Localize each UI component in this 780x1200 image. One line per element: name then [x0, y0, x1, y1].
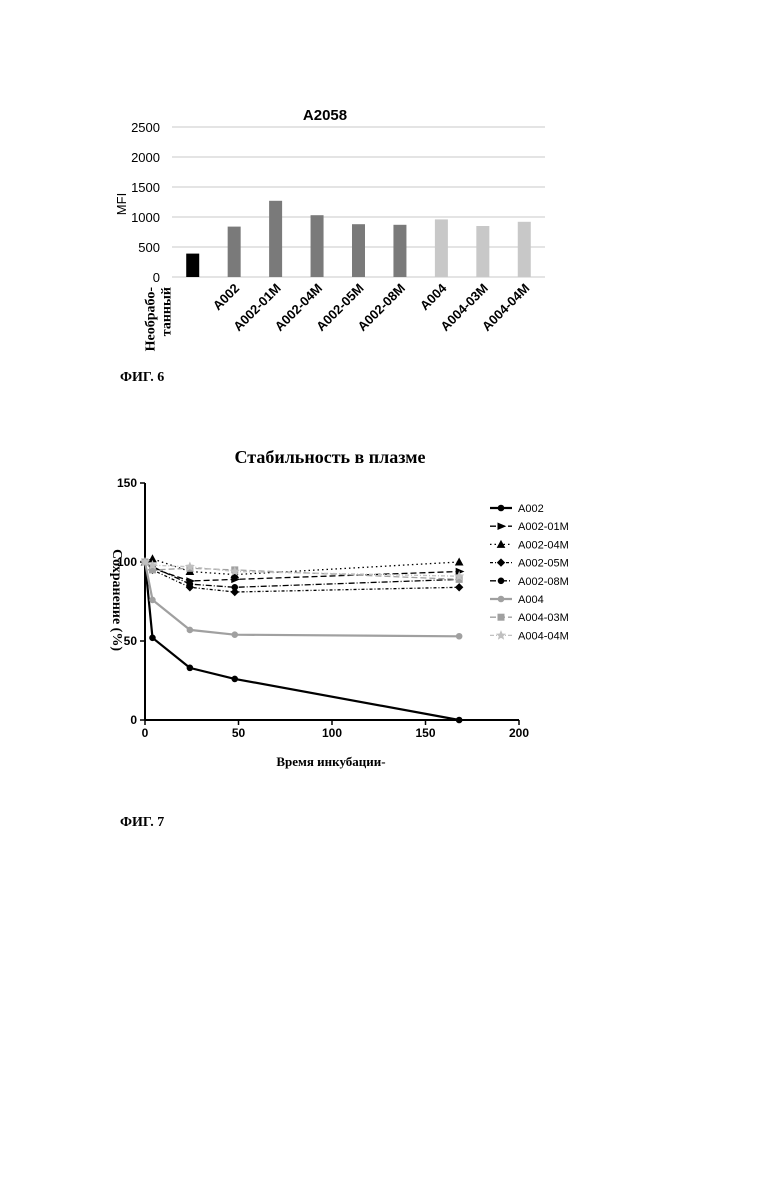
legend-label: A002-08M: [518, 576, 569, 588]
legend-marker: [498, 578, 504, 584]
line-chart-axes: 0 50 100 150 0 50 100 150 200: [117, 476, 529, 740]
x-tick-label: 50: [232, 726, 246, 740]
data-point-marker: [150, 597, 156, 603]
x-tick-label: 200: [509, 726, 529, 740]
x-tick-label: A004: [417, 280, 450, 313]
data-point-marker: [456, 633, 462, 639]
data-point-marker: [456, 584, 463, 591]
bar: [186, 254, 199, 277]
legend-label: A004-03M: [518, 612, 569, 624]
bar-chart-a2058: A2058 MFI 0 500 1000 1500 2000 2500 Необрабо-…: [0, 0, 780, 400]
x-tick-label: 0: [142, 726, 149, 740]
y-tick-label: 500: [138, 240, 160, 255]
bar-chart-x-tick-labels: Необрабо-танныйA002A002-01MA002-04MA002-…: [144, 280, 533, 351]
data-point-marker: [456, 717, 462, 723]
legend-label: A004: [518, 594, 544, 606]
bar: [228, 227, 241, 277]
legend-marker: [498, 559, 505, 566]
x-tick-label: Необрабо-танный: [144, 287, 175, 352]
bar: [476, 226, 489, 277]
data-point-marker: [187, 581, 193, 587]
legend-label: A004-04M: [518, 630, 569, 642]
figure-7-caption: ФИГ. 7: [120, 815, 164, 831]
figure-6-caption: ФИГ. 6: [120, 370, 164, 386]
y-tick-label: 1500: [131, 180, 160, 195]
data-point-marker: [456, 559, 463, 566]
y-tick-label: 2500: [131, 120, 160, 135]
line-chart-series: [141, 555, 463, 722]
data-point-marker: [232, 676, 238, 682]
bar: [393, 225, 406, 277]
line-chart-title: Стабильность в плазме: [235, 447, 426, 467]
series-a004-04m: [141, 558, 463, 579]
legend-label: A002-04M: [518, 539, 569, 551]
line-chart-plasma-stability: Стабильность в плазме Сохранение (%) Вре…: [0, 400, 780, 1200]
bar-chart-y-ticks: 0 500 1000 1500 2000 2500: [131, 120, 160, 285]
x-tick-label: 100: [322, 726, 342, 740]
bar: [352, 224, 365, 277]
legend-marker: [497, 631, 505, 638]
x-tick-label: 150: [415, 726, 435, 740]
legend-marker: [498, 614, 504, 620]
legend-label: A002: [518, 503, 544, 515]
legend-marker: [498, 505, 504, 511]
bar-chart-y-axis-label: MFI: [114, 193, 129, 215]
data-point-marker: [187, 665, 193, 671]
bar: [518, 222, 531, 277]
data-point-marker: [232, 632, 238, 638]
legend-marker: [498, 596, 504, 602]
y-tick-label: 50: [124, 634, 138, 648]
y-tick-label: 2000: [131, 150, 160, 165]
legend-label: A002-05M: [518, 558, 569, 570]
bar-chart-bars: [186, 201, 531, 277]
legend-label: A002-01M: [518, 521, 569, 533]
data-point-marker: [187, 627, 193, 633]
y-tick-label: 0: [130, 713, 137, 727]
bar: [311, 215, 324, 277]
data-point-marker: [150, 635, 156, 641]
line-chart-x-axis-label: Время инкубации-: [276, 754, 385, 769]
y-tick-label: 0: [153, 270, 160, 285]
legend-marker: [498, 541, 505, 548]
y-tick-label: 150: [117, 476, 137, 490]
bar: [269, 201, 282, 277]
bar-chart-title: A2058: [303, 107, 347, 124]
legend-marker: [498, 523, 505, 529]
y-tick-label: 1000: [131, 210, 160, 225]
bar: [435, 219, 448, 277]
data-point-marker: [232, 584, 238, 590]
line-chart-legend: A002 A002-01M A002-04M A002-05M A002-08M A004…: [490, 503, 569, 642]
x-tick-label: A002: [210, 281, 243, 314]
y-tick-label: 100: [117, 555, 137, 569]
